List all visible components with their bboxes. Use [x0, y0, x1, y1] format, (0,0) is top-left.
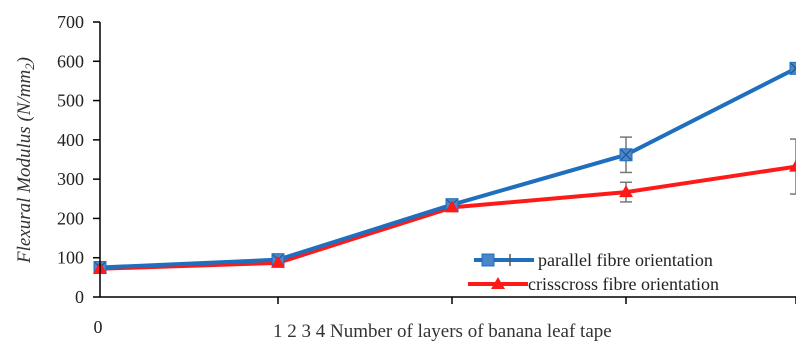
- data-point-parallel-3: [619, 148, 633, 162]
- data-point-crisscross-3: [619, 185, 633, 198]
- legend-label-parallel: parallel fibre orientation: [538, 250, 713, 270]
- legend-item-crisscross: crisscross fibre orientation: [468, 274, 719, 294]
- y-tick-label-200: 200: [57, 208, 84, 228]
- y-tick-label-400: 400: [57, 130, 84, 150]
- x-axis-ticks: [277, 297, 796, 304]
- legend-marker-crisscross: [491, 277, 505, 289]
- x-axis-zero-label: 0: [94, 317, 103, 337]
- marker-square: [789, 61, 796, 75]
- error-bar-s1-4: [790, 138, 796, 195]
- marker-cross-b: [620, 149, 632, 161]
- data-point-crisscross-4: [789, 159, 796, 172]
- legend: parallel fibre orientation crisscross fi…: [468, 250, 719, 294]
- legend-marker-parallel: [481, 253, 495, 267]
- y-tick-label-100: 100: [57, 248, 84, 268]
- y-tick-label-0: 0: [75, 287, 84, 307]
- y-tick-label-600: 600: [57, 51, 84, 71]
- y-axis-title: Flexural Modulus (N/mm2): [14, 57, 37, 264]
- marker-cross-b: [790, 67, 796, 74]
- series-line-parallel: [99, 66, 796, 270]
- data-point-crisscross-2: [445, 200, 459, 213]
- y-tick-label-300: 300: [57, 169, 84, 189]
- y-axis-title-sub: 2: [22, 63, 37, 70]
- series-layer: [93, 61, 796, 275]
- x-axis-title: 1 2 3 4 Number of layers of banana leaf …: [273, 321, 612, 342]
- y-tick-label-500: 500: [57, 91, 84, 111]
- data-point-parallel-4: [789, 61, 796, 75]
- legend-label-crisscross: crisscross fibre orientation: [528, 274, 719, 294]
- legend-item-parallel: parallel fibre orientation: [474, 250, 713, 270]
- y-axis-title-close: ): [14, 57, 35, 64]
- marker-cross-a: [790, 63, 796, 70]
- y-axis-title-main: Flexural Modulus (N/mm: [14, 70, 35, 264]
- data-point-crisscross-1: [271, 255, 285, 268]
- y-axis-ticks: 0 100 200 300 400 500 600 700: [57, 12, 100, 307]
- y-tick-label-700: 700: [57, 12, 84, 32]
